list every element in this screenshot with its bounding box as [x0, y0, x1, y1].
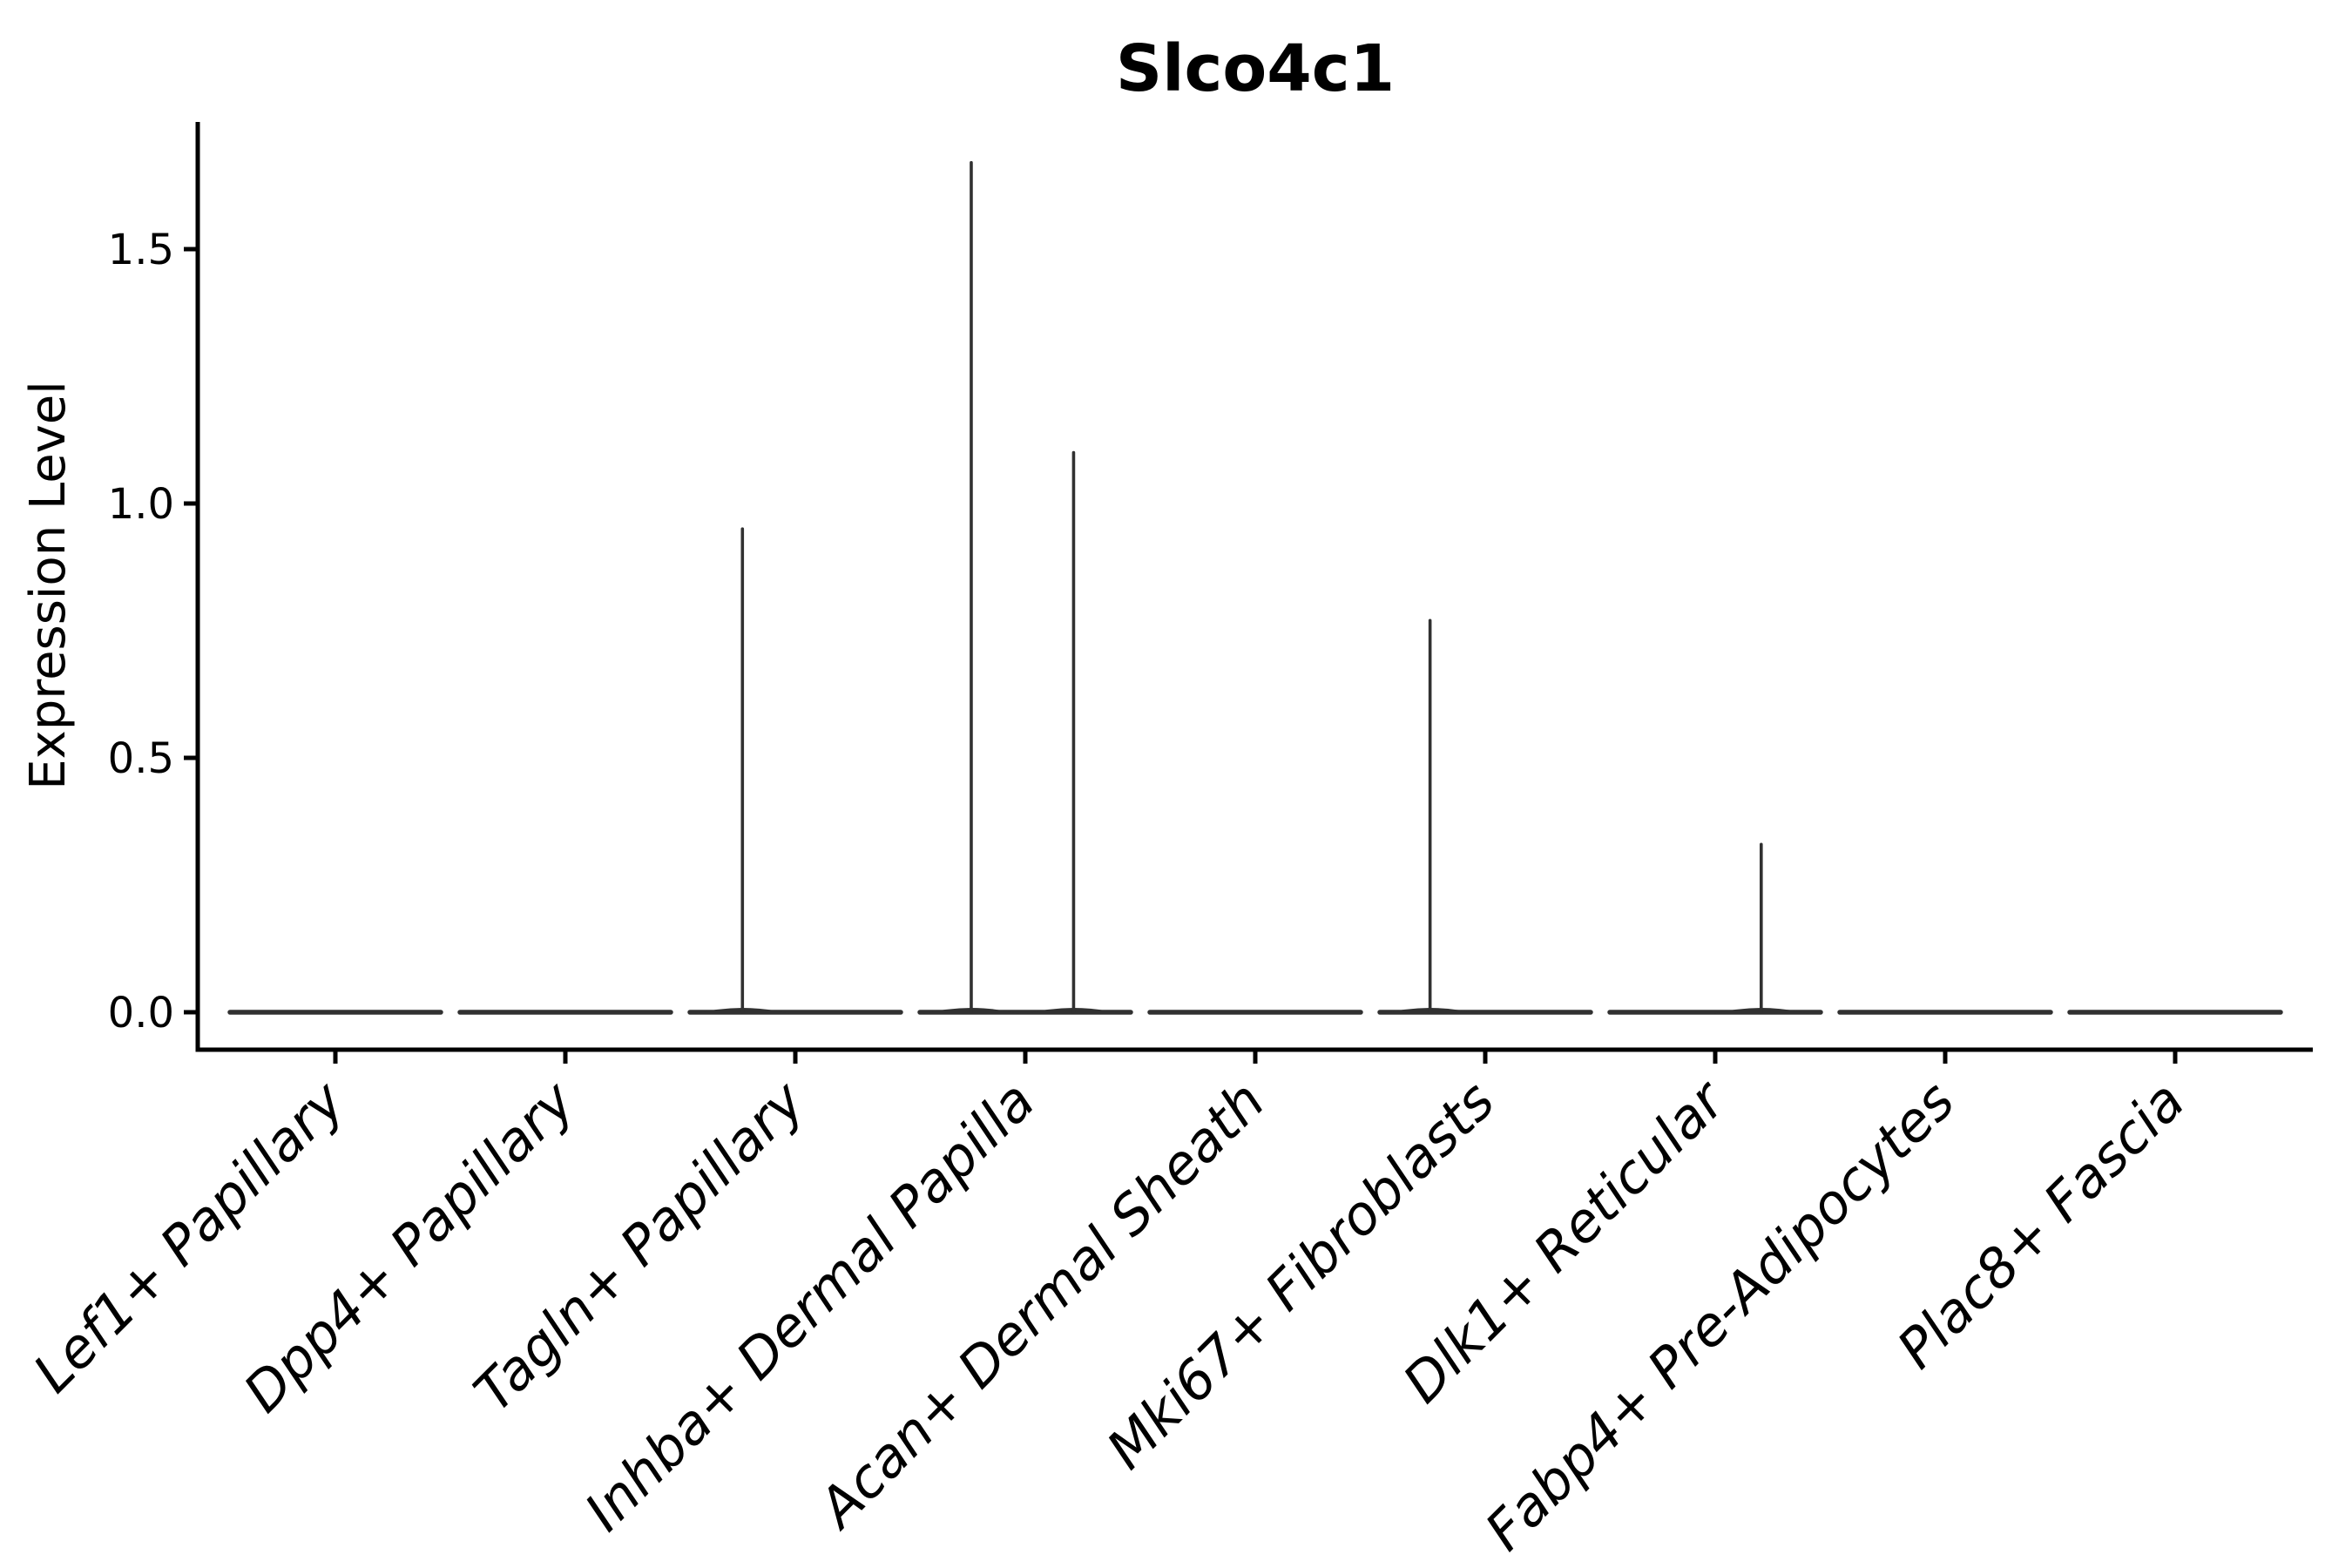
y-tick-label: 0.0: [108, 989, 174, 1037]
x-tick-label: Acan+ Dermal Sheath: [804, 1069, 1277, 1542]
chart-title: Slco4c1: [1116, 31, 1395, 106]
axis-spines: [195, 122, 2313, 1052]
x-tick-label: Inhba+ Dermal Papilla: [572, 1069, 1046, 1543]
y-tick-label: 1.5: [108, 226, 174, 274]
x-tick-label: Mki67+ Fibroblasts: [1094, 1069, 1506, 1481]
y-axis-label: Expression Level: [20, 381, 77, 790]
y-tick-label: 1.0: [108, 480, 174, 529]
x-tick-label: Fabp4+ Pre-Adipocytes: [1473, 1069, 1967, 1563]
y-tick-label: 0.5: [108, 734, 174, 783]
axes-layer: [195, 122, 2313, 1052]
y-tick-labels: 0.0 0.5 1.0 1.5: [108, 226, 198, 1037]
violins-layer: [227, 160, 2283, 1015]
